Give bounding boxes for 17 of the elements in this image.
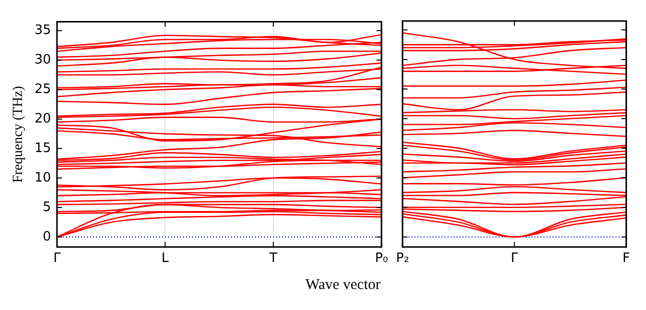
y-tick-label: 10	[34, 170, 51, 186]
y-axis-title: Frequency (THz)	[11, 86, 26, 183]
x-axis-title: Wave vector	[304, 277, 382, 294]
y-tick-label: 20	[34, 111, 51, 126]
y-tick-label: 5	[42, 200, 51, 215]
x-tick-label: Γ	[53, 251, 62, 266]
y-tick-label: 35	[34, 23, 51, 38]
y-tick-label: 25	[34, 82, 51, 97]
y-tick-label: 30	[34, 52, 51, 68]
x-tick-label: Γ	[510, 251, 519, 266]
y-tick-label: 15	[34, 140, 51, 156]
x-tick-label: P₂	[396, 251, 410, 266]
x-tick-label: L	[162, 251, 170, 266]
x-tick-label: T	[268, 251, 278, 266]
x-tick-label: F	[622, 251, 630, 266]
x-tick-label: P₀	[374, 251, 388, 266]
y-tick-label: 0	[42, 229, 51, 244]
